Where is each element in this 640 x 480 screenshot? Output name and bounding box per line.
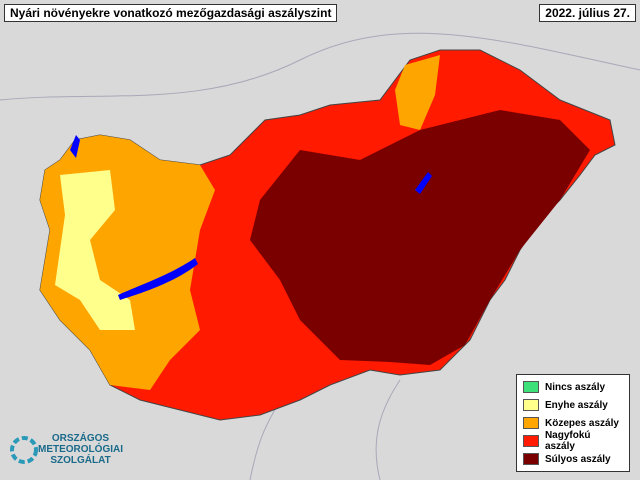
legend-label: Enyhe aszály bbox=[545, 399, 608, 411]
date: 2022. július 27. bbox=[539, 4, 636, 22]
legend-item: Nincs aszály bbox=[523, 378, 623, 396]
mild-region-ne bbox=[395, 55, 440, 130]
lake-ferto bbox=[70, 135, 80, 158]
legend-item: Súlyos aszály bbox=[523, 450, 623, 468]
legend-item: Enyhe aszály bbox=[523, 396, 623, 414]
legend-label: Közepes aszály bbox=[545, 417, 619, 429]
logo-line: SZOLGÁLAT bbox=[50, 455, 111, 466]
legend-item: Nagyfokú aszály bbox=[523, 430, 623, 452]
logo-line: ORSZÁGOS bbox=[51, 433, 110, 444]
legend-label: Súlyos aszály bbox=[545, 453, 611, 465]
logo-line: METEOROLÓGIAI bbox=[38, 444, 123, 455]
mild-region bbox=[55, 170, 135, 330]
severe-region bbox=[250, 110, 590, 365]
legend-label: Nagyfokú aszály bbox=[544, 430, 591, 452]
legend-item: Közepes aszály bbox=[523, 414, 623, 432]
legend-swatch bbox=[523, 435, 539, 447]
legend-swatch bbox=[523, 399, 539, 411]
legend-label: Nincs aszály bbox=[545, 381, 606, 393]
lake-tisza bbox=[415, 172, 432, 194]
logo-text: ORSZÁGOS METEOROLÓGIAI SZOLGÁLAT bbox=[38, 433, 123, 466]
legend-swatch bbox=[523, 381, 539, 393]
legend: Nincs aszály Enyhe aszály Közepes aszály Na… bbox=[516, 374, 630, 472]
title: Nyári növényekre vonatkozó mezőgazdasági… bbox=[4, 4, 338, 22]
legend-swatch bbox=[523, 417, 539, 429]
logo: ORSZÁGOS METEOROLÓGIAI SZOLGÁLAT bbox=[10, 433, 123, 466]
lake-balaton bbox=[118, 258, 198, 300]
logo-icon bbox=[10, 435, 38, 464]
legend-swatch bbox=[523, 453, 539, 465]
